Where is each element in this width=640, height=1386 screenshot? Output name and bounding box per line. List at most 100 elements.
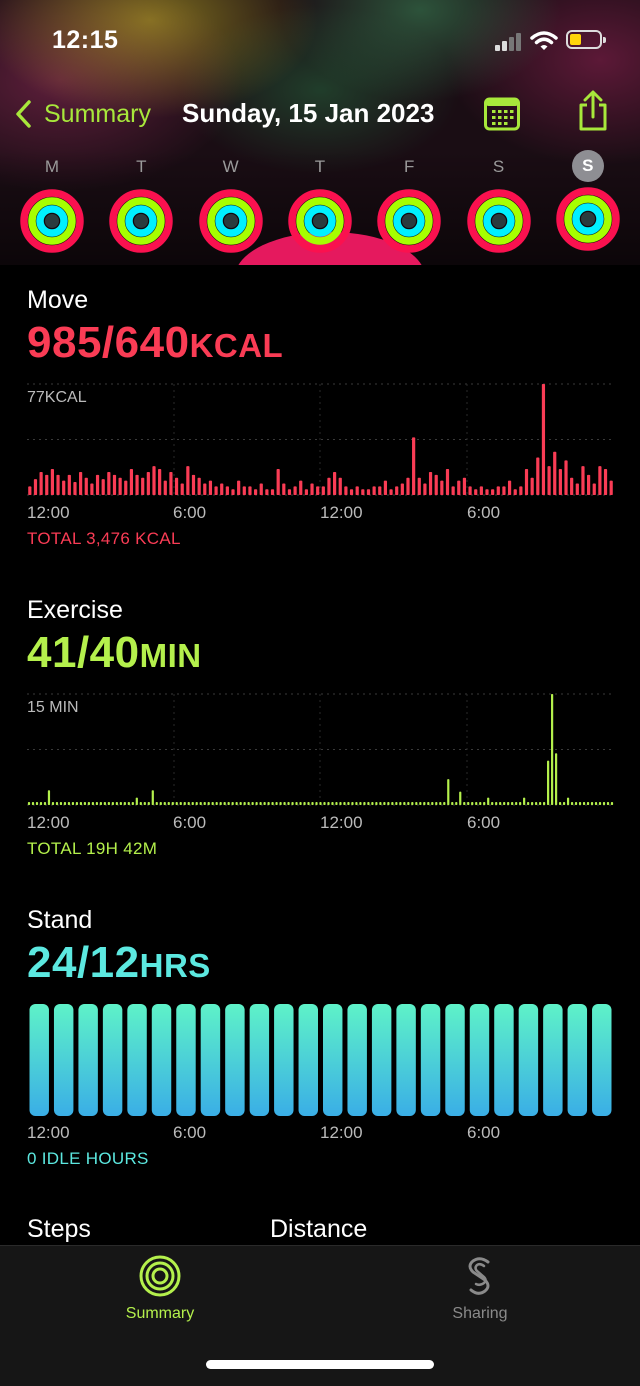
- chart-bar: [323, 802, 326, 805]
- move-value-unit: KCAL: [189, 327, 284, 364]
- chart-bar: [31, 802, 35, 805]
- back-button[interactable]: Summary: [14, 96, 151, 132]
- exercise-chart: [27, 693, 614, 806]
- chart-bar: [197, 477, 201, 495]
- chart-bar: [495, 802, 498, 805]
- chart-bar: [174, 477, 179, 495]
- chart-bar: [167, 802, 170, 805]
- tab-summary-label: Summary: [125, 1305, 195, 1322]
- chart-bar: [539, 802, 542, 805]
- chart-bar: [291, 802, 294, 805]
- chart-bar: [383, 802, 386, 805]
- day-5[interactable]: S: [464, 150, 534, 254]
- chart-bar: [347, 802, 350, 805]
- stand-hour-bar: [323, 1004, 343, 1116]
- chart-bar: [389, 489, 393, 495]
- chart-bar: [423, 483, 427, 495]
- chart-bar: [566, 797, 570, 805]
- chart-bar: [99, 802, 102, 805]
- chart-bar: [609, 480, 613, 495]
- share-icon[interactable]: [576, 90, 610, 132]
- x-axis-label: 6:00: [467, 813, 501, 832]
- cellular-signal-icon: [495, 33, 523, 51]
- chart-bar: [123, 802, 126, 805]
- move-label: Move: [27, 286, 89, 314]
- day-4[interactable]: F: [374, 150, 444, 254]
- day-letter: T: [314, 157, 326, 176]
- exercise-label: Exercise: [27, 596, 123, 624]
- stand-hour-bar: [298, 1004, 318, 1116]
- x-axis-label: 6:00: [467, 1123, 501, 1142]
- chart-bar: [139, 802, 142, 805]
- chart-bar: [311, 802, 314, 805]
- chart-bar: [335, 802, 338, 805]
- chart-bar: [541, 384, 546, 495]
- tab-summary[interactable]: Summary: [80, 1254, 240, 1323]
- chart-bar: [407, 802, 410, 805]
- chart-bar: [474, 489, 478, 495]
- chart-bar: [141, 477, 145, 495]
- page-title: Sunday, 15 Jan 2023: [182, 98, 435, 128]
- chart-bar: [523, 797, 526, 805]
- x-axis-label: 6:00: [467, 503, 501, 522]
- chart-bar: [459, 791, 462, 805]
- chart-bar: [485, 489, 489, 495]
- chart-bar: [491, 489, 495, 495]
- chart-bar: [135, 797, 138, 805]
- chart-bar: [467, 802, 470, 805]
- back-button-label: Summary: [44, 99, 151, 128]
- stand-value: 24/12HRS: [27, 938, 211, 988]
- chart-bar: [35, 802, 39, 805]
- chart-bar: [327, 477, 331, 495]
- chart-bar: [303, 802, 306, 805]
- x-axis-label: 6:00: [173, 813, 207, 832]
- day-2[interactable]: W: [196, 150, 266, 254]
- day-3[interactable]: T: [285, 150, 355, 254]
- chart-bar: [475, 802, 478, 805]
- chart-bar: [50, 469, 54, 495]
- chart-bar: [56, 474, 60, 495]
- stand-hour-bar: [420, 1004, 441, 1116]
- exercise-chart-max-label: 15 MIN: [27, 699, 79, 716]
- day-letter: W: [222, 157, 239, 176]
- chart-bar: [355, 486, 359, 495]
- exercise-total: TOTAL 19H 42M: [27, 839, 158, 858]
- stand-hour-bar: [347, 1004, 367, 1116]
- chart-bar: [169, 471, 173, 495]
- activity-rings-icon: [288, 189, 352, 253]
- chart-bar: [582, 802, 586, 805]
- status-time: 12:15: [52, 26, 119, 54]
- stand-hour-bar: [176, 1004, 196, 1116]
- chart-bar: [151, 790, 154, 805]
- stand-hour-bar: [469, 1004, 490, 1116]
- stand-hour-bar: [567, 1004, 588, 1116]
- chart-bar: [39, 471, 43, 495]
- day-1[interactable]: T: [106, 150, 176, 254]
- x-axis-label: 12:00: [27, 503, 70, 522]
- activity-rings-icon: [556, 187, 620, 251]
- chart-bar: [107, 802, 110, 805]
- chart-bar: [606, 802, 610, 805]
- chart-bar: [496, 486, 500, 495]
- chart-bar: [158, 469, 162, 495]
- home-indicator[interactable]: [206, 1360, 434, 1369]
- tab-sharing[interactable]: Sharing: [400, 1254, 560, 1323]
- chart-bar: [361, 489, 365, 495]
- day-6[interactable]: S: [553, 150, 623, 252]
- day-0[interactable]: M: [17, 150, 87, 254]
- chart-bar: [55, 802, 59, 805]
- chart-bar: [243, 802, 246, 805]
- chart-bar: [443, 802, 446, 805]
- chart-bar: [603, 469, 608, 495]
- chart-bar: [519, 802, 522, 805]
- chart-bar: [265, 489, 269, 495]
- chart-bar: [375, 802, 378, 805]
- battery-icon: [566, 30, 606, 49]
- chart-bar: [75, 802, 79, 805]
- chart-bar: [43, 802, 47, 805]
- calendar-icon[interactable]: [484, 97, 520, 131]
- chart-bar: [271, 802, 274, 805]
- chart-bar: [379, 802, 382, 805]
- chart-bar: [316, 486, 320, 495]
- chart-bar: [307, 802, 310, 805]
